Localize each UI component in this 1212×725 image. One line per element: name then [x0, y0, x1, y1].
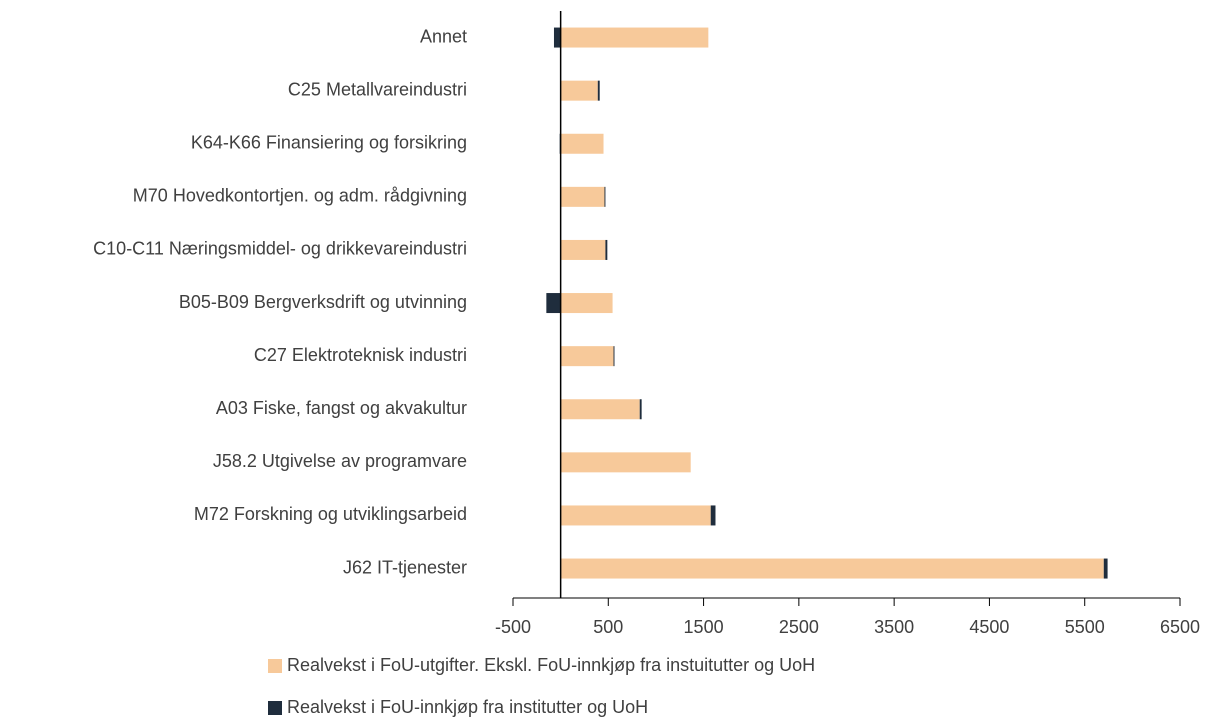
x-tick-label: 2500	[779, 617, 819, 637]
legend-label: Realvekst i FoU-utgifter. Ekskl. FoU-inn…	[287, 655, 815, 675]
bar	[560, 346, 614, 367]
bar	[560, 239, 606, 260]
category-label: A03 Fiske, fangst og akvakultur	[216, 398, 467, 418]
category-label: Annet	[420, 26, 467, 46]
bar	[546, 293, 561, 314]
category-label: B05-B09 Bergverksdrift og utvinning	[179, 292, 467, 312]
bar	[560, 505, 711, 526]
category-label: C27 Elektroteknisk industri	[254, 345, 467, 365]
x-tick-label: 6500	[1160, 617, 1200, 637]
x-tick-label: 500	[593, 617, 623, 637]
bar	[604, 186, 606, 207]
bar	[597, 80, 600, 101]
bar	[560, 27, 709, 48]
legend-label: Realvekst i FoU-innkjøp fra institutter …	[287, 697, 648, 717]
category-label: C25 Metallvareindustri	[288, 79, 467, 99]
bar	[560, 186, 605, 207]
x-tick-label: 3500	[874, 617, 914, 637]
bar	[560, 558, 1104, 579]
category-label: J62 IT-tjenester	[343, 557, 467, 577]
x-tick-label: 5500	[1065, 617, 1105, 637]
category-label: M70 Hovedkontortjen. og adm. rådgivning	[133, 186, 467, 206]
x-tick-label: 4500	[969, 617, 1009, 637]
bar	[560, 399, 640, 420]
bar	[639, 399, 642, 420]
category-label: C10-C11 Næringsmiddel- og drikkevareindu…	[93, 239, 467, 259]
legend-swatch	[268, 659, 282, 673]
bar	[1103, 558, 1108, 579]
bar	[605, 239, 608, 260]
bar	[560, 452, 691, 473]
bar	[553, 27, 561, 48]
bar	[613, 346, 615, 367]
category-label: M72 Forskning og utviklingsarbeid	[194, 504, 467, 524]
bar	[560, 293, 613, 314]
x-tick-label: 1500	[684, 617, 724, 637]
bar	[560, 80, 598, 101]
bar	[710, 505, 716, 526]
category-label: K64-K66 Finansiering og forsikring	[191, 133, 467, 153]
legend-swatch	[268, 701, 282, 715]
x-tick-label: -500	[495, 617, 531, 637]
category-label: J58.2 Utgivelse av programvare	[213, 451, 467, 471]
bar	[560, 133, 604, 154]
